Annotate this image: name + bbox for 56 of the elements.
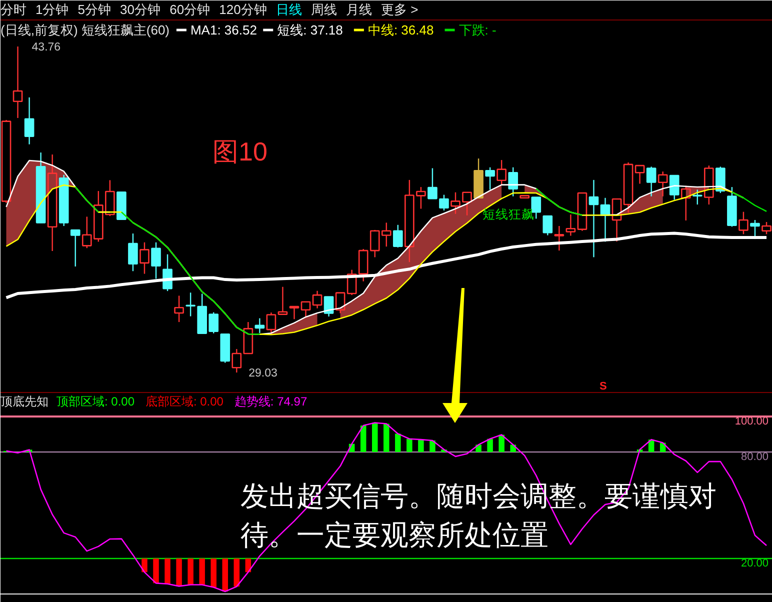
text: 更多 > (381, 2, 418, 17)
text: 月线 (346, 2, 372, 17)
ref-line-label: 80.00 (740, 451, 769, 463)
bar (210, 558, 216, 588)
annotation: 29.03 (248, 368, 278, 380)
candlestick (623, 162, 634, 214)
text: 1分钟 (36, 2, 69, 17)
bar (234, 558, 240, 587)
candlestick (588, 179, 599, 258)
chart-title: (日线,前复权) 短线狂飙主(60) (0, 22, 170, 38)
legend-label: 中线: 36.48 (368, 22, 434, 38)
text: 日线 (276, 2, 302, 17)
text: 趋势线: 74.97 (234, 394, 308, 408)
bar (222, 558, 228, 592)
text: 顶部区域: 0.00 (56, 394, 135, 408)
text: 分时 (0, 2, 26, 17)
annotation: 43.76 (32, 42, 61, 54)
legend-label: 短线: 37.18 (277, 22, 343, 38)
bar (164, 558, 170, 584)
annotation: 短线狂飙 (482, 208, 534, 222)
bar (430, 440, 436, 452)
bar (384, 424, 390, 452)
text: 5分钟 (78, 2, 112, 17)
bar (406, 438, 412, 452)
text: 60分钟 (170, 2, 210, 17)
bar (188, 558, 194, 585)
candlestick (566, 214, 576, 236)
annotation: 图10 (212, 136, 268, 166)
legend-label: 下跌: - (458, 22, 496, 38)
ref-line-label: 20.00 (740, 558, 769, 570)
text: 30分钟 (120, 2, 161, 17)
candlestick (174, 295, 184, 323)
candlestick (254, 318, 265, 334)
candlestick (186, 292, 196, 317)
bar (153, 558, 159, 584)
bar (199, 558, 205, 585)
text: 120分钟 (219, 2, 267, 17)
candlestick (24, 96, 34, 145)
candlestick (47, 154, 58, 252)
candlestick (554, 225, 564, 252)
bar (498, 434, 504, 452)
bar (360, 426, 366, 452)
bar (487, 438, 493, 452)
candlestick (12, 46, 23, 119)
candlestick (312, 290, 322, 309)
bar (372, 422, 378, 452)
bar (142, 558, 148, 572)
bar (176, 558, 182, 586)
chart-title: 顶底先知 (0, 394, 48, 408)
candlestick (658, 170, 668, 197)
text: 周线 (311, 2, 338, 17)
text: 底部区域: 0.00 (145, 394, 224, 408)
bar (418, 440, 424, 452)
legend-label: MA1: 36.52 (190, 22, 257, 38)
bar (395, 434, 401, 452)
text: S (600, 380, 607, 392)
